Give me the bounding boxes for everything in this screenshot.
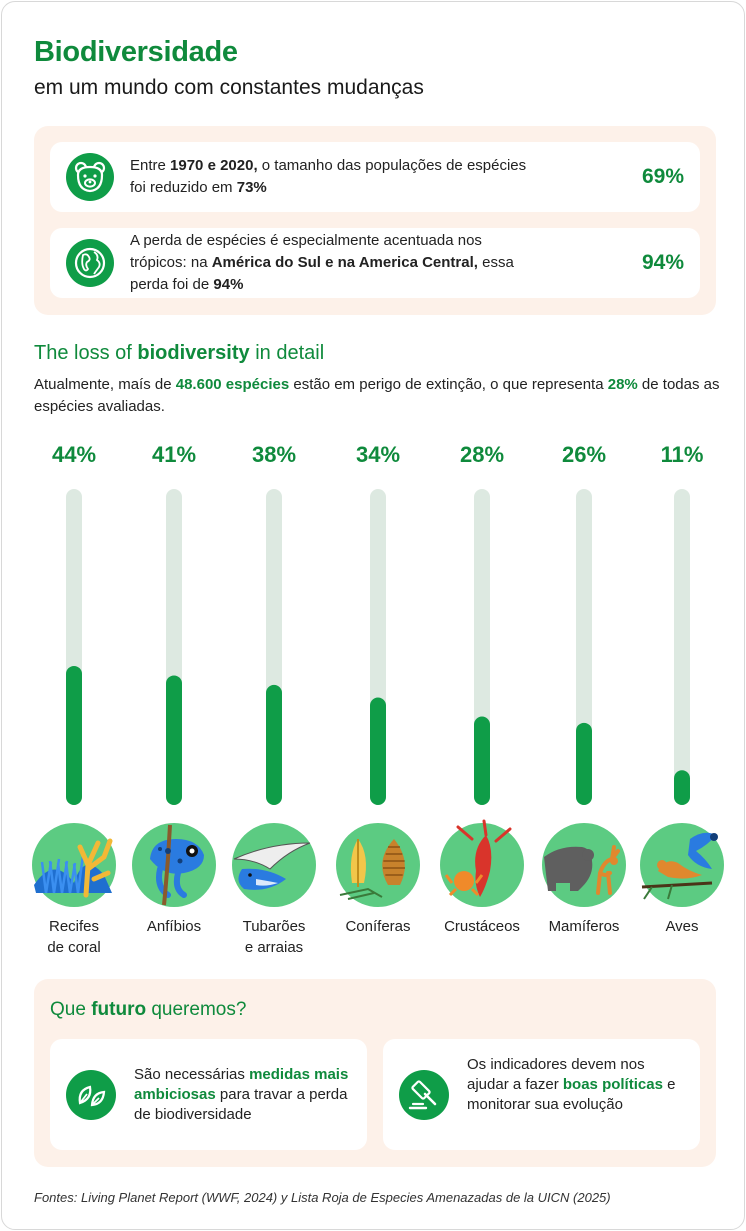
- category-label: Anfíbios: [147, 918, 201, 935]
- stat-value: 94%: [641, 251, 684, 274]
- future-card-measures: São necessárias medidas mais ambiciosas …: [50, 1039, 367, 1150]
- bar-group: 28% Crustáceos: [440, 442, 524, 935]
- value-label: 11%: [661, 442, 704, 467]
- future-card-text: Os indicadores devem nos ajudar a fazer …: [467, 1056, 676, 1113]
- bar-group: 11% Aves: [640, 442, 724, 935]
- bar: [674, 770, 690, 805]
- globe-icon: [66, 239, 114, 287]
- bar: [66, 665, 82, 805]
- future-card-text: São necessárias medidas mais ambiciosas …: [134, 1066, 349, 1123]
- stat-card-populations: Entre 1970 e 2020, o tamanho das populaç…: [50, 142, 700, 212]
- bar: [474, 716, 490, 805]
- gavel-icon: [399, 1070, 449, 1120]
- stat-card-tropics: A perda de espécies é especialmente acen…: [50, 228, 700, 298]
- future-title: Que futuro queremos?: [50, 999, 247, 1020]
- bar: [266, 684, 282, 805]
- bar-group: 44% Recifes de coral: [32, 442, 116, 956]
- shark-icon: [232, 823, 316, 907]
- category-label: e arraias: [245, 939, 303, 956]
- sources-note: Fontes: Living Planet Report (WWF, 2024)…: [34, 1190, 611, 1205]
- section-description: Atualmente, maís de 48.600 espécies estã…: [34, 376, 720, 415]
- future-card-policies: Os indicadores devem nos ajudar a fazer …: [383, 1039, 700, 1150]
- bar-group: 38% Tubarões e arraias: [232, 442, 316, 956]
- bear-deer-icon: [542, 823, 626, 907]
- leaves-icon: [66, 1070, 116, 1120]
- category-label: Mamíferos: [549, 918, 620, 935]
- page-title: Biodiversidade: [34, 36, 238, 68]
- value-label: 44%: [52, 442, 96, 467]
- category-label: de coral: [47, 939, 100, 956]
- page-subtitle: em um mundo com constantes mudanças: [34, 76, 424, 99]
- bar-track: [674, 489, 690, 805]
- category-label: Tubarões: [243, 918, 306, 935]
- section-title: The loss of biodiversity in detail: [34, 342, 325, 364]
- value-label: 26%: [562, 442, 606, 467]
- bar-chart: 44% Recifes de coral 41% Anfíbios 38% Tubarões…: [32, 442, 724, 956]
- future-panel: Que futuro queremos? São necessárias med…: [34, 979, 716, 1167]
- bar: [166, 675, 182, 805]
- bar-group: 26% Mamíferos: [542, 442, 626, 935]
- stat-value: 69%: [641, 165, 684, 188]
- bear-face-icon: [66, 153, 114, 201]
- category-label: Coníferas: [345, 918, 410, 935]
- bar-group: 34% Coníferas: [336, 442, 420, 935]
- category-label: Recifes: [49, 918, 99, 935]
- stat-description: Entre 1970 e 2020, o tamanho das populaç…: [130, 157, 527, 196]
- coral-reef-icon: [32, 823, 116, 907]
- value-label: 38%: [252, 442, 296, 467]
- value-label: 41%: [152, 442, 196, 467]
- stat-description: A perda de espécies é especialmente acen…: [130, 232, 514, 293]
- value-label: 28%: [460, 442, 504, 467]
- category-label: Aves: [665, 918, 698, 935]
- category-label: Crustáceos: [444, 918, 520, 935]
- birds-icon: [640, 823, 724, 907]
- lobster-icon: [440, 819, 524, 907]
- frog-icon: [132, 823, 216, 907]
- stats-panel: Entre 1970 e 2020, o tamanho das populaç…: [34, 126, 716, 315]
- bar: [370, 697, 386, 805]
- bar-group: 41% Anfíbios: [132, 442, 216, 935]
- value-label: 34%: [356, 442, 400, 467]
- pine-cone-icon: [336, 823, 420, 907]
- bar: [576, 722, 592, 805]
